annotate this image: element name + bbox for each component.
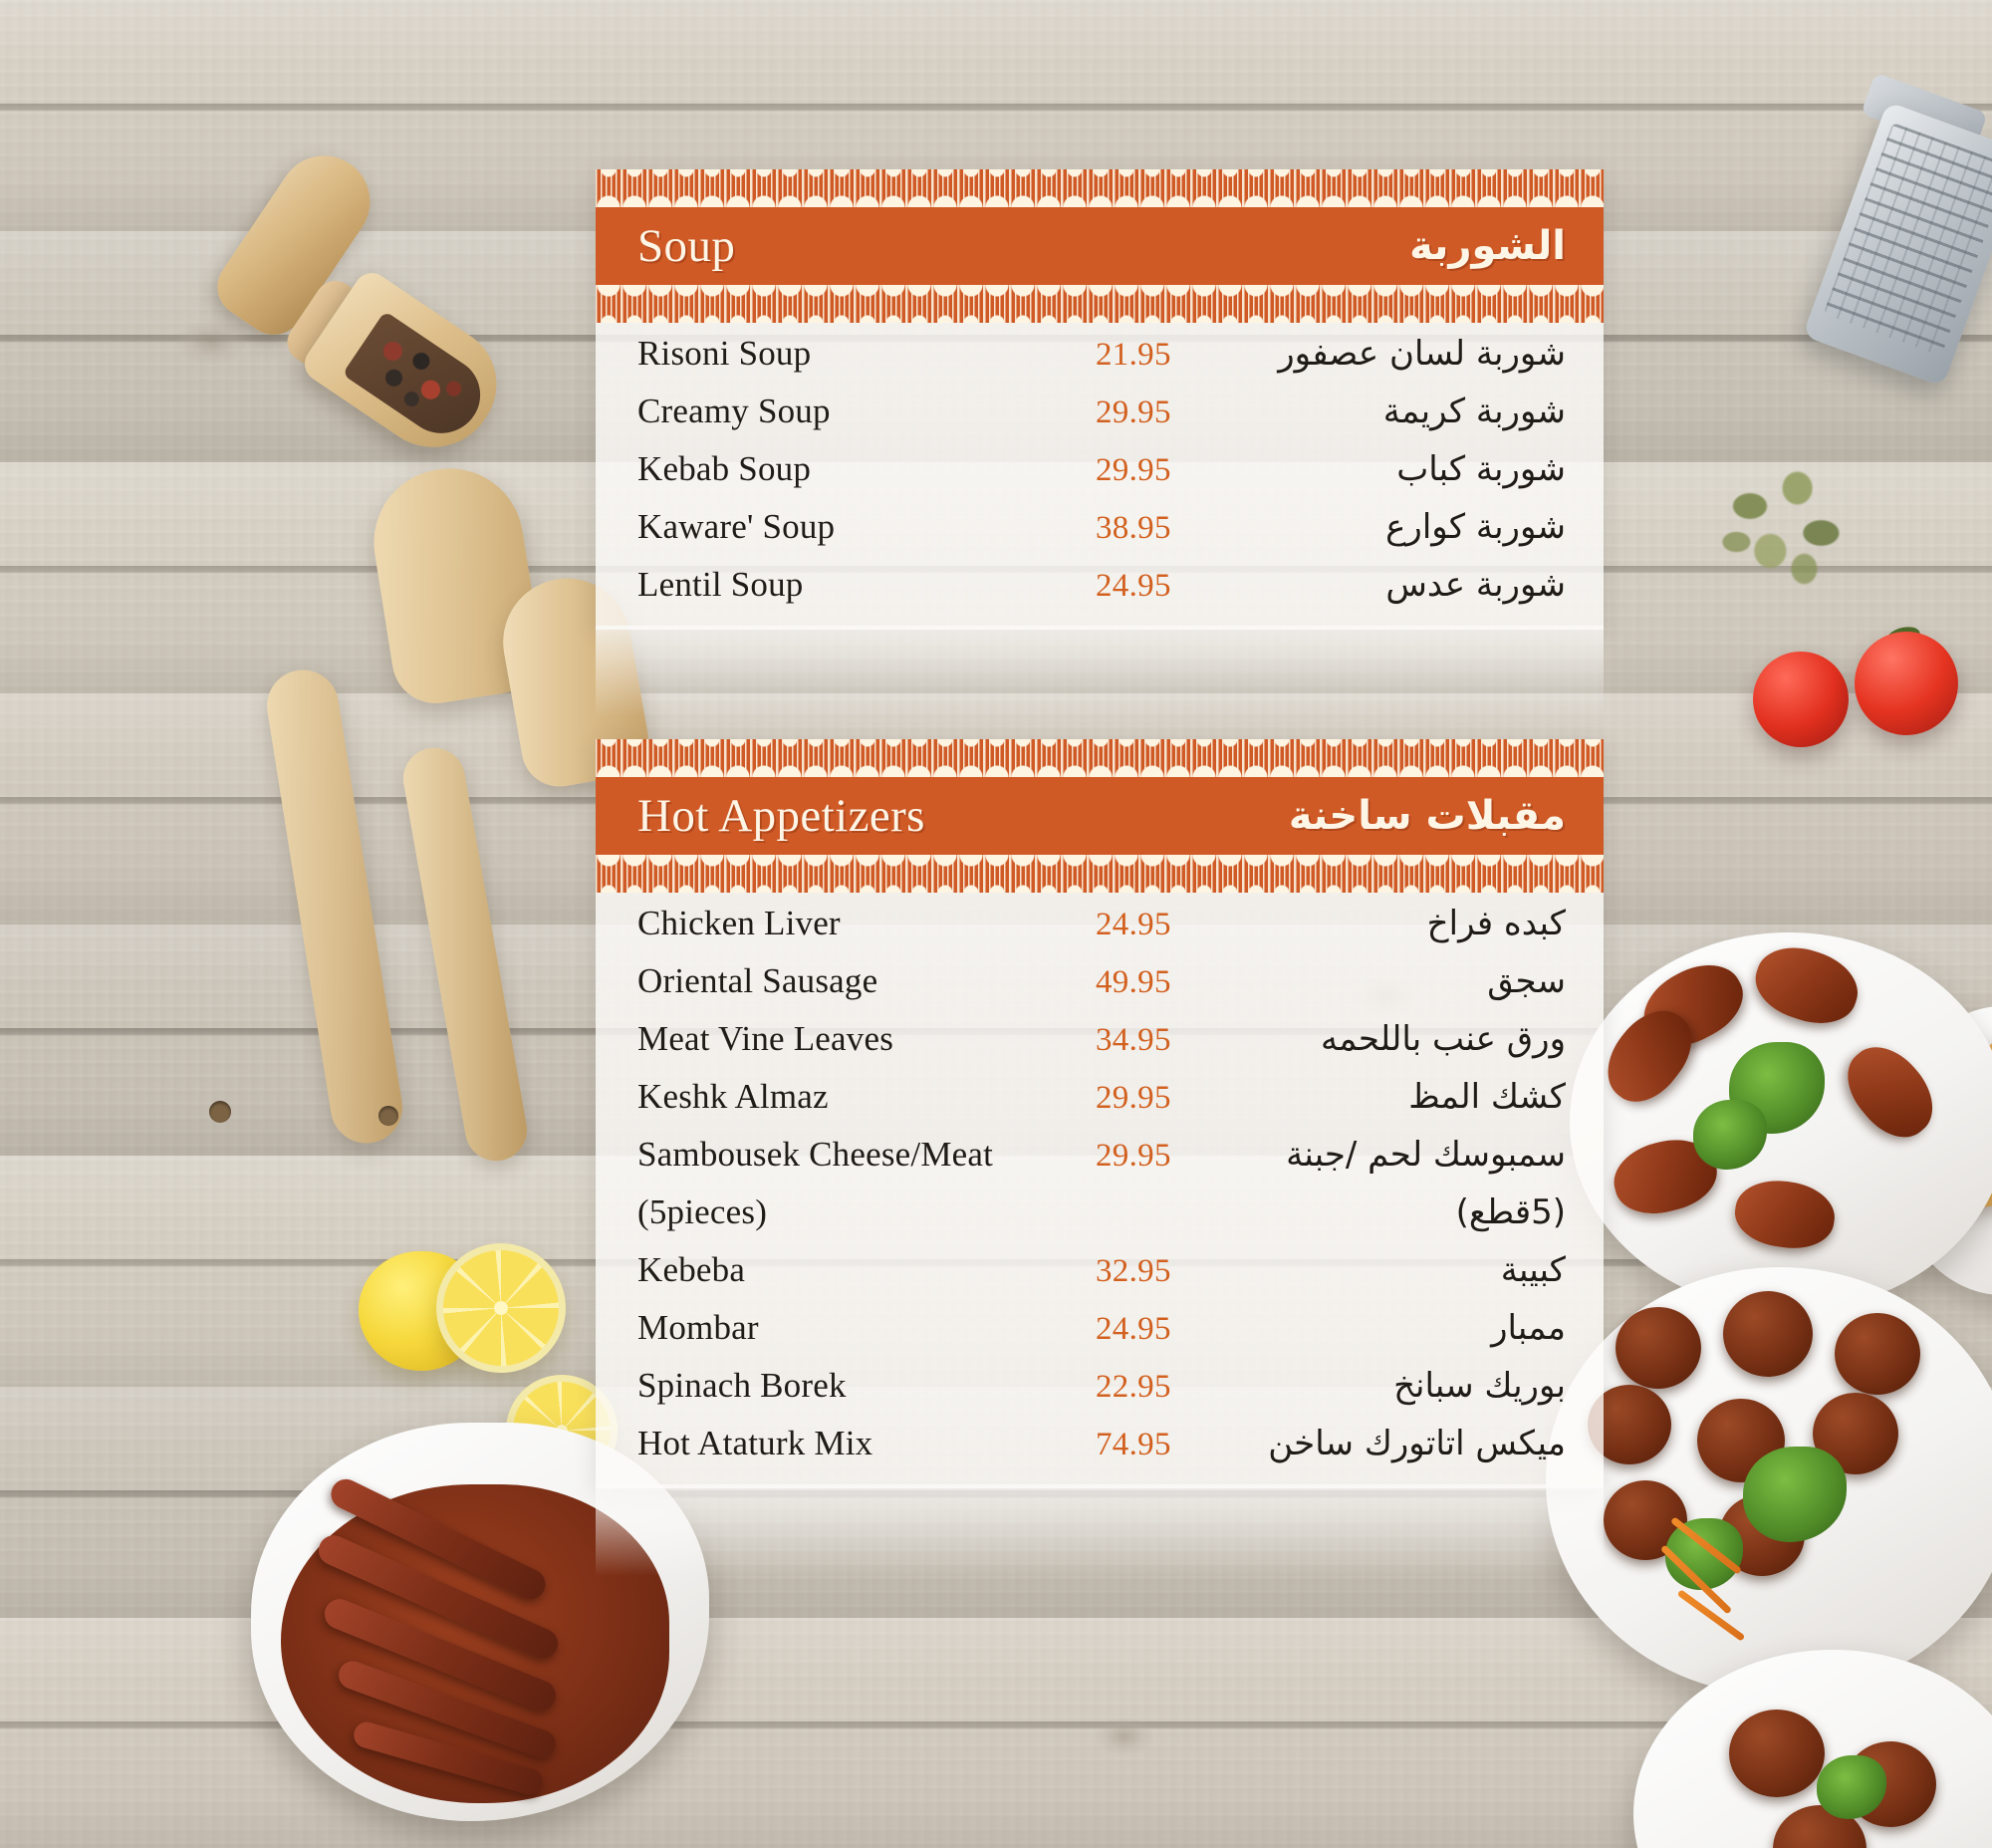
item-name-en: Kebab Soup xyxy=(637,449,812,488)
menu-item-row[interactable]: Kaware' Soup 38.95 شوربة كوارع xyxy=(596,500,1604,558)
item-price: 32.95 xyxy=(1096,1253,1171,1289)
item-name-en: Risoni Soup xyxy=(637,334,812,373)
menu-item-row[interactable]: Mombar 24.95 ممبار xyxy=(596,1301,1604,1359)
item-price: 29.95 xyxy=(1096,1080,1171,1116)
item-price: 34.95 xyxy=(1096,1022,1171,1058)
item-name-ar: ميكس اتاتورك ساخن xyxy=(1268,1424,1566,1463)
item-price: 38.95 xyxy=(1096,510,1171,546)
item-price: 49.95 xyxy=(1096,964,1171,1000)
item-name-ar: ممبار xyxy=(1491,1308,1566,1348)
menu-item-row[interactable]: Creamy Soup 29.95 شوربة كريمة xyxy=(596,385,1604,442)
item-name-ar: كشك المظ xyxy=(1408,1077,1566,1117)
item-price: 21.95 xyxy=(1096,337,1171,373)
item-price: 29.95 xyxy=(1096,452,1171,488)
soup-title-en: Soup xyxy=(637,219,736,272)
item-name-ar: شوربة كريمة xyxy=(1382,392,1566,431)
lace-border-bottom-icon xyxy=(596,855,1604,893)
item-price: 24.95 xyxy=(1096,1311,1171,1347)
menu-item-row[interactable]: Oriental Sausage 49.95 سجق xyxy=(596,954,1604,1012)
item-name-ar: ورق عنب باللحمه xyxy=(1320,1019,1566,1059)
item-name-en: Kaware' Soup xyxy=(637,507,836,546)
hot-appetizers-section-card: Hot Appetizers مقبلات ساخنة Chicken Live… xyxy=(596,739,1604,1576)
lace-border-top-icon xyxy=(596,739,1604,777)
item-name-ar: سمبوسك لحم /جبنة xyxy=(1286,1135,1566,1175)
item-name-en: Meat Vine Leaves xyxy=(637,1019,894,1058)
soup-item-list: Risoni Soup 21.95 شوربة لسان عصفور Cream… xyxy=(596,323,1604,630)
item-name-ar: كبيبة xyxy=(1500,1250,1566,1290)
menu-item-row-continuation[interactable]: (5pieces) (5قطع) xyxy=(596,1186,1604,1243)
hot-appetizers-title-ar: مقبلات ساخنة xyxy=(1288,793,1566,839)
menu-item-row[interactable]: Meat Vine Leaves 34.95 ورق عنب باللحمه xyxy=(596,1012,1604,1070)
item-price: 24.95 xyxy=(1096,568,1171,604)
item-name-ar: بوريك سبانخ xyxy=(1393,1366,1566,1406)
card-bottom-fade xyxy=(596,1484,1604,1576)
item-name-ar: كبده فراخ xyxy=(1426,904,1566,943)
menu-item-row[interactable]: Kebeba 32.95 كبيبة xyxy=(596,1243,1604,1301)
item-name-en: (5pieces) xyxy=(637,1192,768,1231)
item-name-en: Hot Ataturk Mix xyxy=(637,1424,873,1462)
menu-item-row[interactable]: Chicken Liver 24.95 كبده فراخ xyxy=(596,897,1604,954)
item-name-en: Mombar xyxy=(637,1308,759,1347)
item-price: 22.95 xyxy=(1096,1369,1171,1405)
menu-item-row[interactable]: Hot Ataturk Mix 74.95 ميكس اتاتورك ساخن xyxy=(596,1417,1604,1474)
menu-item-row[interactable]: Spinach Borek 22.95 بوريك سبانخ xyxy=(596,1359,1604,1417)
menu-item-row[interactable]: Keshk Almaz 29.95 كشك المظ xyxy=(596,1070,1604,1128)
item-name-en: Oriental Sausage xyxy=(637,961,878,1000)
item-price: 29.95 xyxy=(1096,395,1171,430)
hot-appetizers-section-header: Hot Appetizers مقبلات ساخنة xyxy=(596,777,1604,855)
menu-item-row[interactable]: Lentil Soup 24.95 شوربة عدس xyxy=(596,558,1604,616)
soup-section-card: Soup الشوربة Risoni Soup 21.95 شوربة لسا… xyxy=(596,169,1604,717)
item-price: 29.95 xyxy=(1096,1138,1171,1174)
menu-item-row[interactable]: Kebab Soup 29.95 شوربة كباب xyxy=(596,442,1604,500)
item-price: 74.95 xyxy=(1096,1427,1171,1462)
item-price: 24.95 xyxy=(1096,907,1171,942)
item-name-en: Spinach Borek xyxy=(637,1366,847,1405)
hot-appetizers-title-en: Hot Appetizers xyxy=(637,789,925,842)
item-name-ar: شوربة عدس xyxy=(1385,565,1566,605)
item-name-ar: سجق xyxy=(1487,961,1566,1001)
hot-appetizers-item-list: Chicken Liver 24.95 كبده فراخ Oriental S… xyxy=(596,893,1604,1488)
item-name-ar: شوربة كباب xyxy=(1396,449,1566,489)
item-name-en: Creamy Soup xyxy=(637,392,831,430)
item-name-en: Lentil Soup xyxy=(637,565,804,604)
lace-border-top-icon xyxy=(596,169,1604,207)
item-name-ar: (5قطع) xyxy=(1455,1192,1566,1232)
lace-border-bottom-icon xyxy=(596,285,1604,323)
menu-item-row[interactable]: Risoni Soup 21.95 شوربة لسان عصفور xyxy=(596,327,1604,385)
card-bottom-fade xyxy=(596,626,1604,717)
item-name-en: Sambousek Cheese/Meat xyxy=(637,1135,994,1174)
item-name-en: Keshk Almaz xyxy=(637,1077,829,1116)
item-name-en: Chicken Liver xyxy=(637,904,841,942)
item-name-ar: شوربة لسان عصفور xyxy=(1278,334,1566,374)
soup-section-header: Soup الشوربة xyxy=(596,207,1604,285)
item-name-en: Kebeba xyxy=(637,1250,746,1289)
soup-title-ar: الشوربة xyxy=(1409,223,1566,269)
menu-item-row[interactable]: Sambousek Cheese/Meat 29.95 سمبوسك لحم /… xyxy=(596,1128,1604,1186)
item-name-ar: شوربة كوارع xyxy=(1385,507,1566,547)
